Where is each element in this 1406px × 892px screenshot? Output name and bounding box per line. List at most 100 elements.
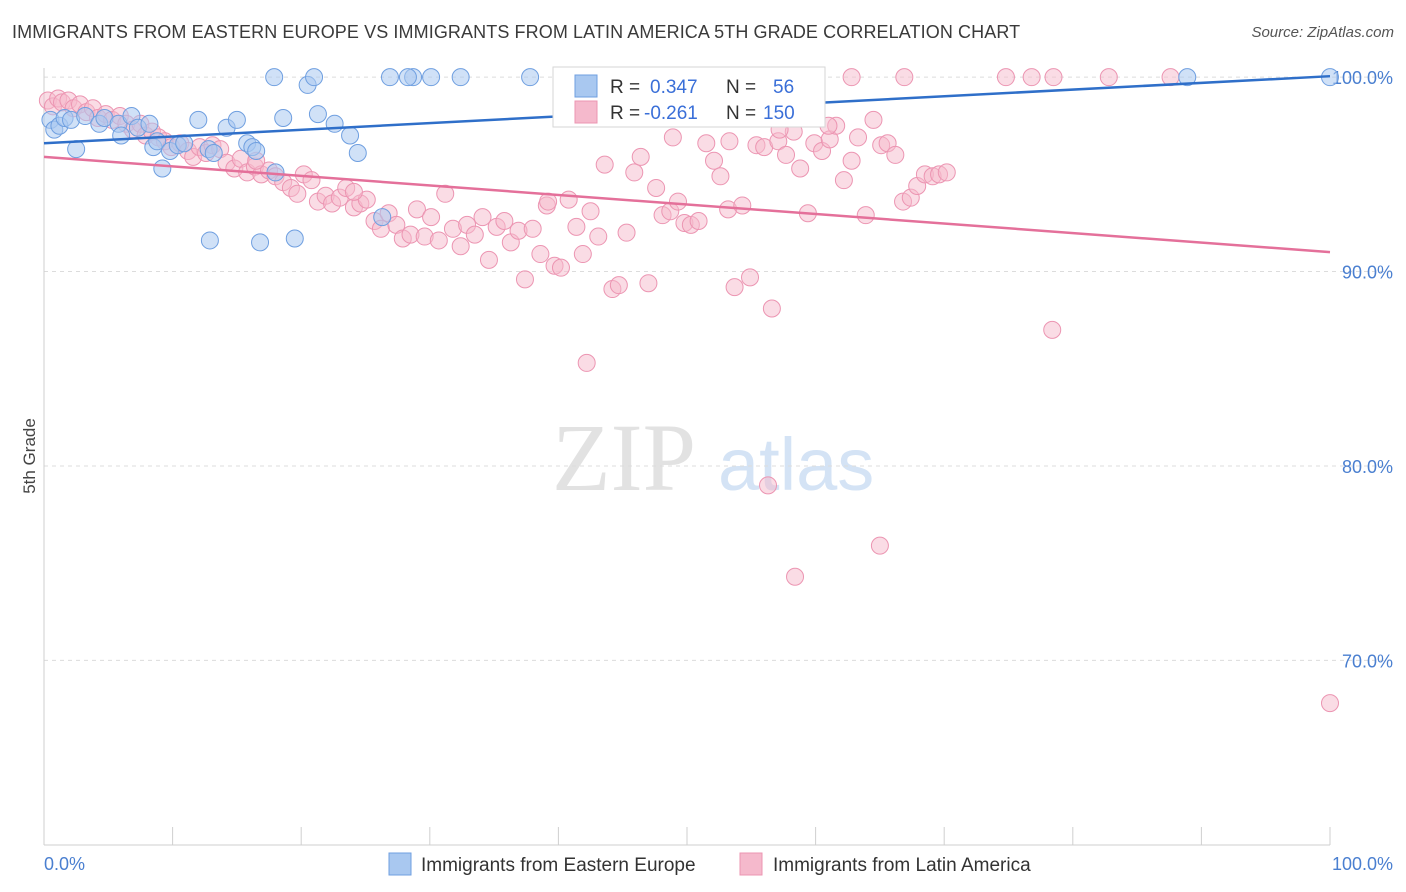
- latin-america-point: [302, 171, 321, 190]
- latin-america-point: [559, 190, 578, 209]
- latin-america-point: [720, 132, 739, 151]
- eastern-europe-point: [274, 108, 293, 127]
- eastern-europe-point: [204, 143, 223, 162]
- latin-america-point: [937, 163, 956, 182]
- latin-america-point: [288, 184, 307, 203]
- eastern-europe-point: [422, 68, 441, 87]
- eastern-europe-point: [1178, 68, 1197, 87]
- latin-america-point: [495, 212, 514, 231]
- latin-america-point: [581, 202, 600, 221]
- latin-america-point: [725, 278, 744, 297]
- x-tick-label-min: 0.0%: [44, 854, 85, 874]
- latin-america-point: [1099, 68, 1118, 87]
- legend-n-value-2: 150: [763, 103, 795, 124]
- eastern-europe-point: [348, 143, 367, 162]
- eastern-europe-point: [305, 68, 324, 87]
- latin-america-point: [1022, 68, 1041, 87]
- latin-america-point: [344, 182, 363, 201]
- eastern-europe-point: [189, 110, 208, 129]
- eastern-europe-point: [398, 68, 417, 87]
- eastern-europe-point: [521, 68, 540, 87]
- latin-america-point: [870, 536, 889, 555]
- watermark-zip: ZIP: [552, 404, 696, 511]
- eastern-europe-point: [247, 142, 266, 161]
- y-tick-label: 80.0%: [1342, 457, 1393, 477]
- latin-america-point: [842, 68, 861, 87]
- latin-america-point: [639, 274, 658, 293]
- latin-america-point: [429, 231, 448, 250]
- eastern-europe-point: [325, 114, 344, 133]
- latin-america-point: [567, 217, 586, 236]
- legend-swatch-latin-america: [574, 100, 598, 124]
- legend-r-label-2: R =: [610, 103, 640, 124]
- latin-america-points: [38, 68, 1339, 713]
- latin-america-point: [473, 208, 492, 227]
- latin-america-point: [741, 268, 760, 287]
- eastern-europe-point: [285, 229, 304, 248]
- legend-r-value-1: 0.347: [650, 77, 698, 98]
- latin-america-point: [849, 128, 868, 147]
- eastern-europe-point: [373, 208, 392, 227]
- eastern-europe-point: [153, 159, 172, 178]
- bottom-legend-label-eastern-europe: Immigrants from Eastern Europe: [421, 855, 696, 876]
- latin-america-point: [895, 68, 914, 87]
- y-tick-label: 90.0%: [1342, 263, 1393, 283]
- latin-america-point: [625, 163, 644, 182]
- correlation-legend: R = 0.347 N = 56 R = -0.261 N = 150: [552, 66, 826, 128]
- latin-america-point: [689, 212, 708, 231]
- x-tick-label-max: 100.0%: [1332, 854, 1393, 874]
- latin-america-point: [856, 206, 875, 225]
- latin-america-point: [1043, 320, 1062, 339]
- latin-america-point: [609, 276, 628, 295]
- latin-america-point: [786, 567, 805, 586]
- eastern-europe-point: [76, 107, 95, 126]
- latin-america-point: [697, 134, 716, 153]
- y-tick-label: 100.0%: [1332, 68, 1393, 88]
- legend-n-label-1: N =: [726, 77, 756, 98]
- legend-box: [552, 66, 826, 128]
- latin-america-point: [465, 225, 484, 244]
- latin-america-point: [407, 200, 426, 219]
- bottom-legend-swatch-eastern-europe: [388, 852, 412, 876]
- eastern-europe-point: [140, 114, 159, 133]
- legend-swatch-eastern-europe: [574, 74, 598, 98]
- bottom-legend-label-latin-america: Immigrants from Latin America: [773, 855, 1031, 876]
- latin-america-point: [531, 245, 550, 264]
- latin-america-point: [1321, 694, 1339, 713]
- series-legend: Immigrants from Eastern Europe Immigrant…: [388, 852, 1031, 876]
- latin-america-point: [777, 145, 796, 164]
- eastern-europe-points: [41, 68, 1339, 252]
- eastern-europe-point: [112, 126, 131, 145]
- latin-america-point: [515, 270, 534, 289]
- latin-america-point: [886, 145, 905, 164]
- latin-america-point: [996, 68, 1015, 87]
- chart-title: IMMIGRANTS FROM EASTERN EUROPE VS IMMIGR…: [12, 22, 1021, 42]
- legend-r-label-1: R =: [610, 77, 640, 98]
- y-tick-labels: 100.0% 90.0% 80.0% 70.0%: [1332, 68, 1393, 671]
- legend-n-label-2: N =: [726, 103, 756, 124]
- eastern-europe-point: [380, 68, 399, 87]
- latin-america-point: [834, 171, 853, 190]
- latin-america-point: [705, 151, 724, 170]
- latin-america-point: [523, 219, 542, 238]
- latin-america-point: [791, 159, 810, 178]
- latin-america-point: [595, 155, 614, 174]
- eastern-europe-point: [227, 110, 246, 129]
- y-tick-label: 70.0%: [1342, 651, 1393, 671]
- latin-america-point: [762, 299, 781, 318]
- watermark-atlas: atlas: [718, 423, 874, 506]
- latin-america-point: [647, 178, 666, 197]
- x-ticks: [43, 827, 1331, 845]
- latin-america-point: [479, 250, 498, 269]
- latin-america-point: [436, 184, 455, 203]
- latin-america-point: [711, 167, 730, 186]
- latin-america-point: [617, 223, 636, 242]
- legend-n-value-1: 56: [773, 77, 794, 98]
- latin-america-point: [1044, 68, 1063, 87]
- eastern-europe-point: [451, 68, 470, 87]
- bottom-legend-swatch-latin-america: [739, 852, 763, 876]
- y-axis-title: 5th Grade: [20, 418, 39, 494]
- latin-america-point: [577, 353, 596, 372]
- latin-america-point: [422, 208, 441, 227]
